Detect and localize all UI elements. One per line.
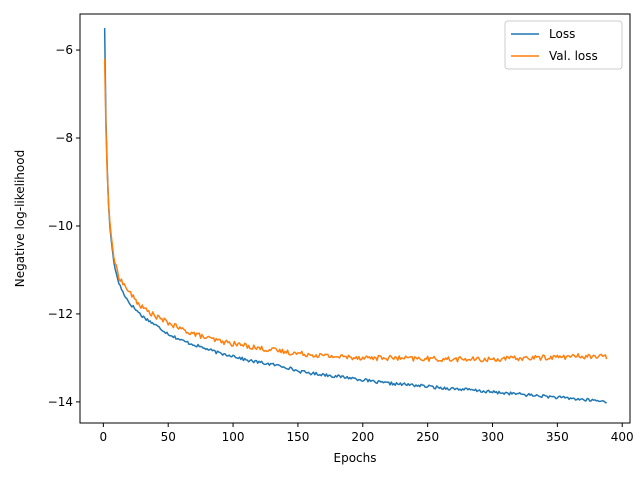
series-line-val-loss — [103, 58, 608, 363]
legend-label: Loss — [549, 27, 575, 41]
x-tick-label: 250 — [416, 430, 439, 444]
y-tick-label: −14 — [48, 395, 73, 409]
y-tick-label: −6 — [55, 43, 73, 57]
y-tick-label: −12 — [48, 307, 73, 321]
y-axis: −14 −12 −10 −8 −6 — [48, 43, 80, 409]
y-axis-title: Negative log-likelihood — [13, 150, 27, 287]
x-tick-label: 400 — [611, 430, 634, 444]
y-tick-label: −10 — [48, 219, 73, 233]
axes-frame — [79, 13, 631, 424]
x-tick-label: 150 — [286, 430, 309, 444]
x-axis-title: Epochs — [334, 451, 377, 465]
x-tick-label: 300 — [481, 430, 504, 444]
x-tick-label: 350 — [546, 430, 569, 444]
legend: Loss Val. loss — [504, 20, 623, 70]
x-axis: 0 50 100 150 200 250 300 350 400 — [100, 423, 634, 444]
series-layer — [103, 28, 608, 404]
legend-box — [504, 20, 623, 70]
x-tick-label: 100 — [222, 430, 245, 444]
x-tick-label: 50 — [161, 430, 176, 444]
x-tick-label: 0 — [100, 430, 108, 444]
legend-label: Val. loss — [549, 49, 598, 63]
x-tick-label: 200 — [351, 430, 374, 444]
y-tick-label: −8 — [55, 131, 73, 145]
series-line-loss — [103, 28, 607, 404]
